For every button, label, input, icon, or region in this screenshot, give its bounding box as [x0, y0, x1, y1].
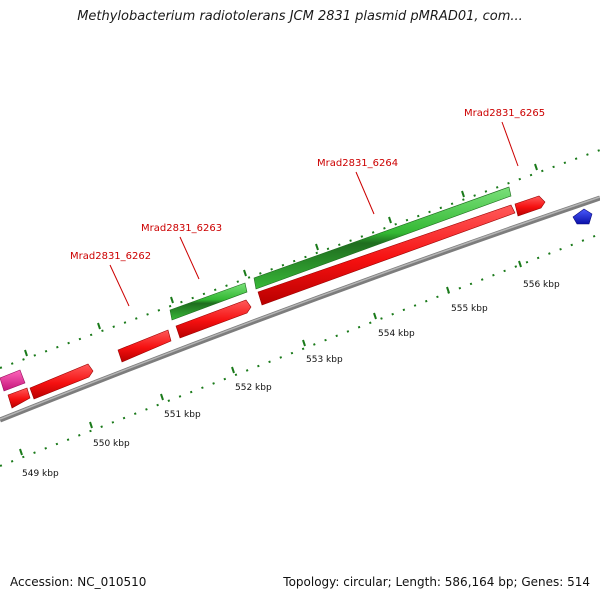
kbp-label: 556 kbp	[523, 280, 560, 290]
gene-labels: Mrad2831_6262 Mrad2831_6263 Mrad2831_626…	[70, 108, 545, 262]
gene-arrow-red[interactable]	[7, 387, 31, 409]
genome-backbone	[0, 195, 600, 423]
gene-label-mrad2831-6265[interactable]: Mrad2831_6265	[464, 108, 545, 119]
feature-arrows[interactable]	[0, 186, 593, 409]
topology-stats-text: Topology: circular; Length: 586,164 bp; …	[283, 575, 590, 589]
kbp-label: 555 kbp	[451, 304, 488, 314]
gene-arrow-red[interactable]	[257, 204, 516, 306]
map-title: Methylobacterium radiotolerans JCM 2831 …	[77, 9, 523, 24]
kbp-label: 550 kbp	[93, 439, 130, 449]
kbp-labels: 549 kbp 550 kbp 551 kbp 552 kbp 553 kbp …	[22, 280, 560, 479]
gene-arrow-blue[interactable]	[572, 208, 593, 225]
kbp-label: 553 kbp	[306, 355, 343, 365]
accession-text: Accession: NC_010510	[10, 575, 147, 589]
gene-arrow-red[interactable]	[175, 299, 252, 339]
gene-callout-lines	[109, 121, 519, 307]
outer-tick-track	[0, 149, 600, 369]
inner-scale-track	[0, 233, 600, 467]
gene-arrow-red[interactable]	[117, 329, 172, 363]
gene-label-mrad2831-6263[interactable]: Mrad2831_6263	[141, 223, 222, 234]
gene-arrow-pink[interactable]	[0, 369, 26, 392]
kbp-label: 552 kbp	[235, 383, 272, 393]
gene-label-mrad2831-6262[interactable]: Mrad2831_6262	[70, 251, 151, 262]
kbp-label: 554 kbp	[378, 329, 415, 339]
gene-arrow-red[interactable]	[29, 363, 94, 400]
gene-label-mrad2831-6264[interactable]: Mrad2831_6264	[317, 158, 398, 169]
gene-arrow-red[interactable]	[514, 195, 546, 217]
gene-arrow-green[interactable]	[169, 282, 248, 321]
kbp-label: 551 kbp	[164, 410, 201, 420]
kbp-label: 549 kbp	[22, 469, 59, 479]
gene-arrow-green[interactable]	[253, 186, 512, 290]
